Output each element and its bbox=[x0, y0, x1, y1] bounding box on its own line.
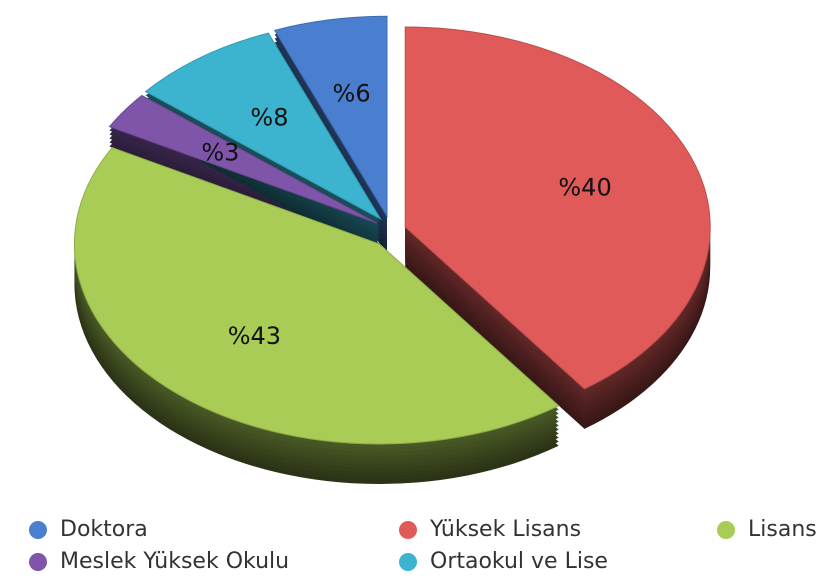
legend-text: Ortaokul ve Lise bbox=[430, 549, 608, 574]
legend-marker bbox=[29, 553, 47, 571]
slice bbox=[73, 147, 560, 445]
slice bbox=[404, 26, 711, 390]
slice-label: %6 bbox=[333, 79, 371, 107]
slice-label: %40 bbox=[558, 174, 611, 202]
slice bbox=[144, 32, 382, 221]
legend-text: Yüksek Lisans bbox=[429, 517, 581, 542]
legend-text: Meslek Yüksek Okulu bbox=[60, 549, 289, 574]
legend-text: Doktora bbox=[60, 517, 148, 542]
legend-marker bbox=[399, 553, 417, 571]
slice-label: %8 bbox=[250, 104, 288, 132]
slice-label: %43 bbox=[228, 322, 281, 350]
legend-text: Lisans bbox=[748, 517, 817, 542]
legend-marker bbox=[717, 521, 735, 539]
slice bbox=[108, 94, 378, 224]
legend-marker bbox=[29, 521, 47, 539]
legend-marker bbox=[399, 521, 417, 539]
slice bbox=[273, 15, 388, 219]
slice-label: %3 bbox=[201, 138, 239, 166]
